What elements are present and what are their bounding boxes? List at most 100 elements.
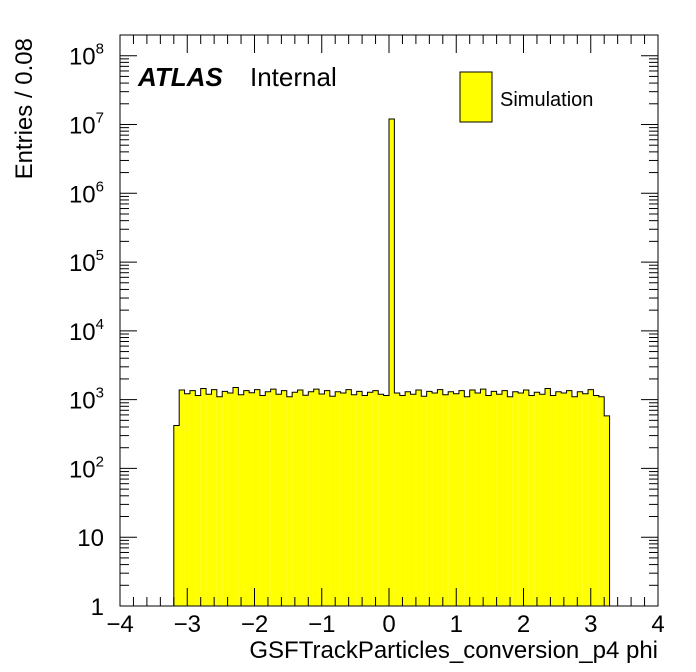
histogram-bin <box>561 392 567 606</box>
histogram-bin <box>206 394 212 606</box>
atlas-label: ATLAS <box>137 62 223 92</box>
histogram-bin <box>356 391 363 606</box>
histogram-bin <box>378 394 384 606</box>
y-tick-label: 103 <box>69 385 104 415</box>
histogram-bin <box>227 392 233 606</box>
histogram-bin <box>539 394 546 606</box>
x-tick-label: 0 <box>382 611 395 638</box>
x-tick-label: 4 <box>651 611 664 638</box>
y-tick-label: 108 <box>69 41 104 71</box>
histogram-bin <box>292 392 298 606</box>
histogram-bin <box>319 393 325 606</box>
x-tick-label: 3 <box>584 611 597 638</box>
histogram-bin <box>383 395 389 606</box>
histogram-bin <box>265 391 271 606</box>
histogram-bin <box>238 394 244 606</box>
x-tick-label: 1 <box>450 611 463 638</box>
histogram-bin <box>545 388 551 606</box>
histogram-bin <box>232 387 239 606</box>
histogram-bin <box>550 395 556 606</box>
histogram-bin <box>491 391 497 606</box>
histogram-bin <box>399 395 406 606</box>
histogram-bin <box>604 415 610 606</box>
histogram-bin <box>281 390 287 606</box>
histogram-bin <box>512 391 519 606</box>
atlas-status-label: Internal <box>250 62 337 92</box>
legend-label: Simulation <box>500 89 593 111</box>
y-tick-label: 104 <box>69 316 104 346</box>
histogram-bin <box>480 389 486 606</box>
histogram-bin <box>313 389 320 606</box>
histogram-bin <box>389 119 395 606</box>
histogram-bin <box>464 396 470 606</box>
histogram-bin <box>566 390 572 606</box>
y-tick-label: 106 <box>69 178 104 208</box>
x-tick-label: −1 <box>308 611 335 638</box>
axis-ticks <box>119 34 659 607</box>
histogram-bin <box>179 390 185 606</box>
y-tick-label: 107 <box>69 109 104 139</box>
histogram-bin <box>211 389 217 606</box>
histogram-bin <box>243 390 250 606</box>
histogram-bin <box>571 396 578 606</box>
histogram-bin <box>518 392 524 606</box>
x-tick-label: 2 <box>517 611 530 638</box>
histogram-bin <box>270 389 277 606</box>
histogram-bin <box>555 391 562 606</box>
histogram-bin <box>340 392 346 606</box>
histogram-outline <box>173 118 611 606</box>
histogram-bin <box>329 396 336 606</box>
histogram-bin <box>469 390 476 606</box>
histogram-bin <box>184 393 190 606</box>
histogram-bin <box>173 425 180 606</box>
histogram-bin <box>501 390 508 606</box>
histogram-bin <box>367 392 373 606</box>
histogram-bin <box>222 391 228 606</box>
histogram-bin <box>534 392 540 606</box>
histogram-bin <box>523 390 529 606</box>
x-axis-title: GSFTrackParticles_conversion_p4 phi <box>249 637 658 664</box>
histogram-bin <box>195 395 201 606</box>
legend-swatch <box>459 71 493 123</box>
y-tick-labels: 1 10 102 103 104 105 106 107 108 <box>69 41 104 621</box>
histogram-bin <box>507 396 513 606</box>
x-tick-label: −4 <box>106 611 133 638</box>
histogram-bin <box>415 390 422 606</box>
histogram-bin <box>297 390 303 606</box>
y-axis-title: Entries / 0.08 <box>11 38 38 179</box>
histogram-bin <box>598 396 605 606</box>
x-tick-labels: −4 −3 −2 −1 0 1 2 3 4 <box>106 611 664 638</box>
y-tick-label: 10 <box>77 525 104 552</box>
histogram-bin <box>448 391 454 606</box>
histogram-bin <box>308 391 314 606</box>
histogram-bin <box>302 395 309 606</box>
histogram-bin <box>442 394 449 606</box>
histogram-bin <box>189 390 196 606</box>
histogram-bin <box>426 391 433 606</box>
plot-frame <box>119 34 659 607</box>
histogram-bin <box>410 394 416 606</box>
histogram-bin <box>593 395 599 606</box>
histogram-bin <box>458 390 465 606</box>
histogram-bin <box>345 389 352 606</box>
histogram-bin <box>453 393 459 606</box>
histogram-bin <box>351 394 357 606</box>
y-tick-label: 102 <box>69 453 104 483</box>
histogram-bin <box>582 393 589 606</box>
y-tick-label: 1 <box>91 594 104 621</box>
histogram-bin <box>335 391 341 606</box>
histogram-bin <box>528 395 535 606</box>
histogram-bin <box>254 389 260 606</box>
histogram-bin <box>475 392 481 606</box>
histogram-bin <box>432 392 438 606</box>
histogram-bin <box>276 394 282 606</box>
histogram-bin <box>372 390 379 606</box>
histogram-bin <box>216 396 223 606</box>
histogram-bin <box>200 388 207 606</box>
y-tick-label: 105 <box>69 247 104 277</box>
histogram-bin <box>421 396 427 606</box>
histogram-bin <box>286 396 293 606</box>
histogram-bin <box>485 395 492 606</box>
histogram-bin <box>249 392 255 606</box>
